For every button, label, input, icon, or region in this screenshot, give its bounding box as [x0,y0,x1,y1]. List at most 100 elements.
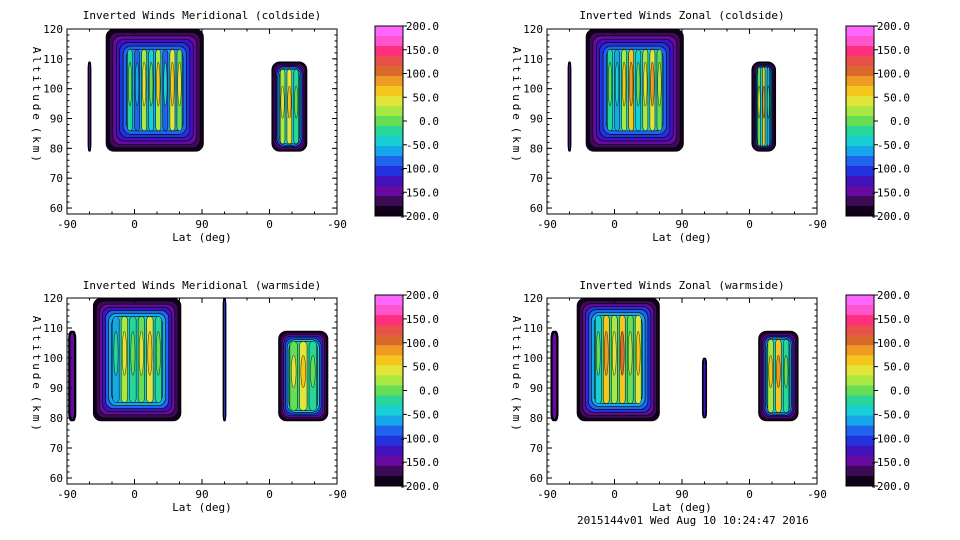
y-tick-label: 120 [43,23,63,36]
contour-blob [576,298,660,422]
x-tick-label: 0 [131,488,138,501]
contour-core [130,331,136,376]
contour-core [768,355,773,388]
x-tick-label: -90 [537,488,557,501]
colorbar: 200.0 150.0 100.0 50.0 0.0 -50.0 -100.0 -150.0 -… [374,20,440,223]
contour-blob [758,330,799,422]
colorbar-swatch [375,46,403,57]
y-tick-label: 60 [530,202,543,215]
colorbar-swatch [846,106,874,117]
colorbar-swatch [846,136,874,147]
contour-core [657,61,662,107]
colorbar-swatch [846,116,874,127]
contour-blob [105,29,204,152]
colorbar-swatch [846,76,874,87]
colorbar-swatch [375,345,403,356]
x-axis-label: Lat (deg) [172,231,232,244]
contour-core [620,331,625,376]
x-tick-label: -90 [807,488,827,501]
contour-core [635,331,641,376]
chart-title: Inverted Winds Zonal (warmside) [579,279,784,292]
y-tick-label: 110 [523,53,543,66]
colorbar-swatch [375,76,403,87]
colorbar-swatch [846,46,874,57]
y-axis-label-char: l [30,325,43,332]
contour-blob [567,61,572,152]
contour-core [310,355,316,388]
y-axis-label-char: k [30,136,43,143]
colorbar-tick-label: 50.0 [413,91,440,104]
colorbar-tick-label: 0.0 [419,115,439,128]
y-axis-label-char: ( [30,127,43,134]
footer-timestamp: 2015144v01 Wed Aug 10 10:24:47 2016 [577,514,809,527]
contour-core [149,61,154,107]
chart-title: Inverted Winds Meridional (warmside) [83,279,321,292]
colorbar-swatch [375,176,403,187]
contour-core [156,331,161,376]
colorbar-tick-label: 200.0 [406,289,439,302]
contour-core [650,61,655,107]
contour-area [550,298,799,422]
x-tick-label: 0 [611,488,618,501]
colorbar-swatch [846,96,874,107]
y-tick-label: 120 [523,23,543,36]
colorbar-tick-label: 0.0 [419,385,439,398]
colorbar-swatch [375,395,403,407]
colorbar-swatch [375,445,403,457]
y-axis-label-char: t [30,85,43,92]
colorbar-swatch [846,186,874,197]
y-axis-label-char: A [30,47,43,54]
y-axis-label-char: u [30,94,43,101]
x-tick-label: -90 [327,218,347,231]
contour-core [128,61,132,107]
chart-title: Inverted Winds Meridional (coldside) [83,9,321,22]
colorbar-tick-label: 200.0 [877,20,910,33]
colorbar-tick-label: 150.0 [406,44,439,57]
contour-blob [550,330,559,422]
y-tick-label: 100 [43,352,63,365]
y-axis-label-char: t [30,354,43,361]
colorbar-swatch [375,156,403,167]
y-axis-label-char: l [30,56,43,63]
colorbar-swatch [846,335,874,346]
contour-core [612,331,617,376]
contour-blob [278,330,329,422]
contour-core [122,331,127,376]
colorbar-swatch [846,166,874,177]
y-axis-label-char: e [510,382,523,389]
contour-ring [69,332,75,420]
colorbar-swatch [846,146,874,157]
colorbar-swatch [375,206,403,217]
colorbar-swatch [846,56,874,67]
colorbar-tick-label: -200.0 [870,480,910,493]
contour-ring [552,332,557,420]
contour-core [783,355,789,388]
y-axis-label-char: d [30,373,43,380]
colorbar-tick-label: 100.0 [877,337,910,350]
contour-core [622,61,627,107]
plot-panel-1: -90 0 90 0 -90 60 70 80 90 100 110 120 Inverted Wind… [30,9,439,244]
y-tick-label: 80 [530,412,543,425]
y-axis-label-char: l [510,325,523,332]
y-tick-label: 60 [50,202,63,215]
x-tick-label: 90 [675,218,688,231]
y-axis-label-char: t [510,85,523,92]
y-tick-label: 60 [50,472,63,485]
y-tick-label: 110 [523,322,543,335]
colorbar-swatch [375,385,403,397]
contour-core [608,61,612,107]
colorbar-swatch [846,86,874,97]
contour-area [68,298,329,422]
y-axis-label-char: m [510,146,523,153]
colorbar-tick-label: 150.0 [877,313,910,326]
colorbar-swatch [375,166,403,177]
colorbar-swatch [375,335,403,346]
y-axis-label-char: i [510,75,523,82]
colorbar-tick-label: -200.0 [399,210,439,223]
contour-ring [606,49,664,132]
colorbar-tick-label: -50.0 [406,408,439,421]
colorbar: 200.0 150.0 100.0 50.0 0.0 -50.0 -100.0 -150.0 -… [374,289,439,493]
y-tick-label: 110 [43,322,63,335]
x-tick-label: 0 [131,218,138,231]
y-tick-label: 70 [530,442,543,455]
